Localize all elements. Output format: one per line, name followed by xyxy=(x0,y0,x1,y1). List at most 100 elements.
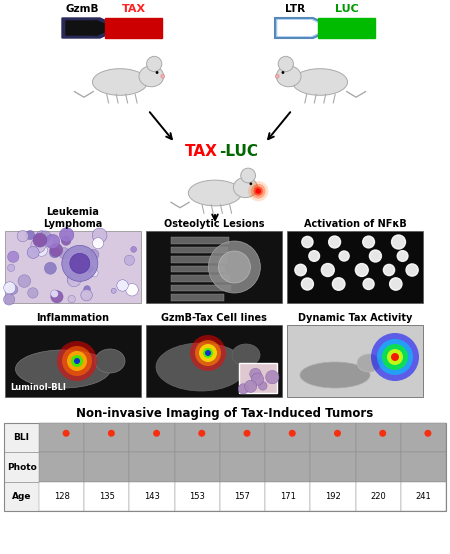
Circle shape xyxy=(67,351,87,371)
Ellipse shape xyxy=(15,350,111,388)
Circle shape xyxy=(379,430,386,437)
Circle shape xyxy=(248,181,268,201)
Bar xyxy=(220,452,265,481)
Circle shape xyxy=(33,233,47,247)
Bar xyxy=(171,256,227,263)
Circle shape xyxy=(8,285,18,294)
Circle shape xyxy=(161,74,165,78)
Circle shape xyxy=(249,182,252,185)
Text: Luminol-BLI: Luminol-BLI xyxy=(10,383,66,392)
Circle shape xyxy=(26,230,35,240)
Bar xyxy=(5,231,141,303)
Circle shape xyxy=(17,230,28,242)
Bar xyxy=(171,237,229,244)
Circle shape xyxy=(190,335,226,371)
Circle shape xyxy=(156,71,158,74)
Bar xyxy=(105,18,162,38)
Circle shape xyxy=(28,288,38,298)
Circle shape xyxy=(199,344,217,362)
Circle shape xyxy=(67,273,81,287)
Circle shape xyxy=(390,278,402,290)
Circle shape xyxy=(4,294,15,305)
Circle shape xyxy=(205,350,211,356)
Bar xyxy=(310,452,356,481)
Circle shape xyxy=(36,244,48,257)
Circle shape xyxy=(71,355,83,367)
Ellipse shape xyxy=(232,344,260,366)
Circle shape xyxy=(387,349,403,365)
Circle shape xyxy=(356,264,368,276)
Circle shape xyxy=(87,266,93,273)
Circle shape xyxy=(289,430,296,437)
Bar xyxy=(4,423,446,511)
Circle shape xyxy=(111,288,116,293)
Circle shape xyxy=(72,270,77,276)
Circle shape xyxy=(363,279,374,290)
Text: Inflammation: Inflammation xyxy=(36,313,109,323)
Circle shape xyxy=(371,333,419,381)
Bar xyxy=(220,481,265,511)
Circle shape xyxy=(59,248,70,259)
Circle shape xyxy=(42,234,54,247)
Bar xyxy=(84,481,130,511)
Circle shape xyxy=(67,276,75,284)
Text: LTR: LTR xyxy=(285,4,305,14)
Circle shape xyxy=(63,430,70,437)
Bar xyxy=(265,452,310,481)
Bar xyxy=(84,452,130,481)
Circle shape xyxy=(278,57,293,71)
Bar xyxy=(84,423,130,452)
Bar xyxy=(175,423,220,452)
Circle shape xyxy=(50,243,63,257)
Text: -LUC: -LUC xyxy=(219,145,258,160)
Circle shape xyxy=(392,235,405,249)
Ellipse shape xyxy=(92,69,148,95)
Circle shape xyxy=(275,74,279,78)
Circle shape xyxy=(68,295,75,303)
Text: GzmB: GzmB xyxy=(65,4,99,14)
Bar xyxy=(146,231,282,303)
Text: 143: 143 xyxy=(144,492,160,501)
Circle shape xyxy=(83,292,89,298)
Circle shape xyxy=(147,57,162,71)
Ellipse shape xyxy=(276,66,301,87)
Circle shape xyxy=(256,188,261,194)
Bar xyxy=(39,452,84,481)
Circle shape xyxy=(61,236,71,245)
Circle shape xyxy=(250,368,261,380)
Circle shape xyxy=(8,251,19,263)
Bar xyxy=(310,481,356,511)
Text: Age: Age xyxy=(12,492,31,501)
Text: Osteolytic Lesions: Osteolytic Lesions xyxy=(164,219,264,229)
Ellipse shape xyxy=(139,66,164,87)
Circle shape xyxy=(86,250,92,257)
Circle shape xyxy=(81,289,92,301)
Circle shape xyxy=(208,241,261,293)
Ellipse shape xyxy=(156,343,246,391)
Circle shape xyxy=(251,184,266,198)
Circle shape xyxy=(108,430,115,437)
Circle shape xyxy=(89,249,99,260)
Circle shape xyxy=(93,238,104,249)
Circle shape xyxy=(383,264,395,276)
Circle shape xyxy=(4,282,16,294)
Bar xyxy=(5,325,141,397)
Circle shape xyxy=(333,278,345,290)
Bar xyxy=(401,423,446,452)
FancyArrow shape xyxy=(278,20,328,36)
Bar xyxy=(265,481,310,511)
Circle shape xyxy=(282,71,284,74)
Ellipse shape xyxy=(357,354,381,372)
Ellipse shape xyxy=(234,177,257,198)
Circle shape xyxy=(218,251,250,283)
Circle shape xyxy=(406,264,418,276)
Circle shape xyxy=(198,430,205,437)
Circle shape xyxy=(126,284,138,296)
Circle shape xyxy=(74,358,80,364)
Text: 220: 220 xyxy=(370,492,386,501)
Text: Non-invasive Imaging of Tax-Induced Tumors: Non-invasive Imaging of Tax-Induced Tumo… xyxy=(76,407,373,419)
Circle shape xyxy=(51,290,58,297)
Text: TAX: TAX xyxy=(122,4,145,14)
Circle shape xyxy=(84,286,90,293)
Circle shape xyxy=(391,353,399,361)
